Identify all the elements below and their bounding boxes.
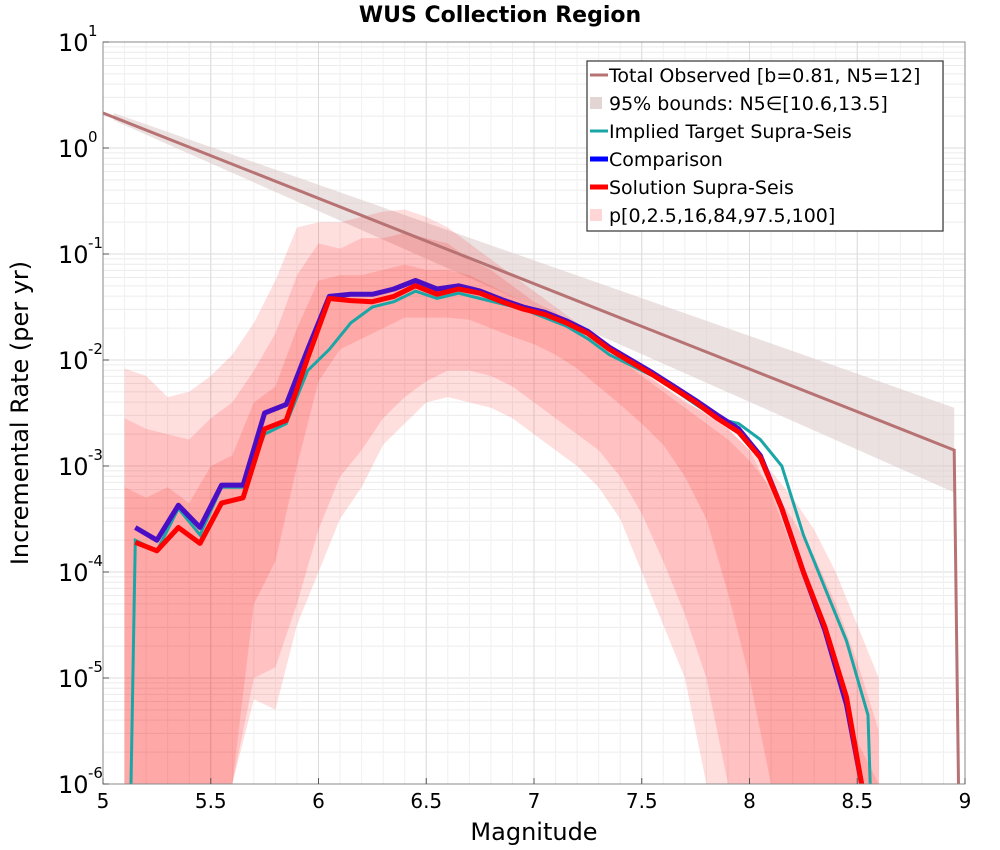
y-tick-base: 10: [58, 665, 89, 693]
x-axis-label: Magnitude: [470, 818, 597, 846]
x-tick-label: 6.5: [410, 789, 442, 813]
legend-label: p[0,2.5,16,84,97.5,100]: [609, 205, 835, 227]
y-tick-exponent: -1: [88, 234, 103, 252]
y-tick-exponent: -6: [88, 764, 103, 782]
y-tick-base: 10: [58, 559, 89, 587]
bands: [113, 113, 955, 785]
legend-swatch-band: [590, 209, 602, 221]
x-tick-label: 7.5: [626, 789, 658, 813]
x-tick-label: 8.5: [841, 789, 873, 813]
x-tick-label: 8: [743, 789, 756, 813]
x-tick-label: 9: [959, 789, 972, 813]
legend-label: 95% bounds: N5∈[10.6,13.5]: [609, 93, 888, 115]
legend-label: Total Observed [b=0.81, N5=12]: [608, 65, 920, 87]
legend: Total Observed [b=0.81, N5=12] 95% bounds…: [586, 60, 944, 232]
chart-title: WUS Collection Region: [359, 3, 641, 28]
legend-box: [586, 60, 944, 232]
legend-label: Solution Supra-Seis: [609, 177, 794, 199]
observed-bounds-band: [113, 113, 955, 493]
y-tick-base: 10: [58, 453, 89, 481]
x-tick-label: 7: [528, 789, 541, 813]
series-lines: [102, 111, 960, 785]
y-tick-base: 10: [58, 771, 89, 799]
solution-line: [134, 283, 865, 785]
y-tick-base: 10: [58, 135, 89, 163]
legend-label: Comparison: [609, 149, 723, 171]
y-tick-base: 10: [58, 29, 89, 57]
y-tick-exponent: 1: [88, 22, 98, 40]
y-tick-exponent: 0: [88, 128, 98, 146]
y-tick-exponent: -3: [88, 446, 103, 464]
x-tick-label: 5: [97, 789, 110, 813]
y-tick-base: 10: [58, 347, 89, 375]
y-tick-base: 10: [58, 241, 89, 269]
x-tick-label: 5.5: [195, 789, 227, 813]
y-tick-exponent: -4: [88, 552, 103, 570]
percentile-band-inner: [124, 264, 879, 785]
total-observed-line: [102, 111, 960, 785]
y-axis-label: Incremental Rate (per yr): [6, 261, 34, 565]
legend-label: Implied Target Supra-Seis: [609, 121, 852, 143]
y-tick-exponent: -2: [88, 340, 103, 358]
y-tick-exponent: -5: [88, 658, 103, 676]
x-tick-label: 6: [312, 789, 325, 813]
percentile-band-mid: [124, 232, 879, 785]
x-axis-ticks: 5 5.5 6 6.5 7 7.5 8 8.5 9: [97, 778, 972, 813]
percentile-band-outer: [124, 209, 879, 784]
legend-swatch-band: [590, 97, 602, 109]
